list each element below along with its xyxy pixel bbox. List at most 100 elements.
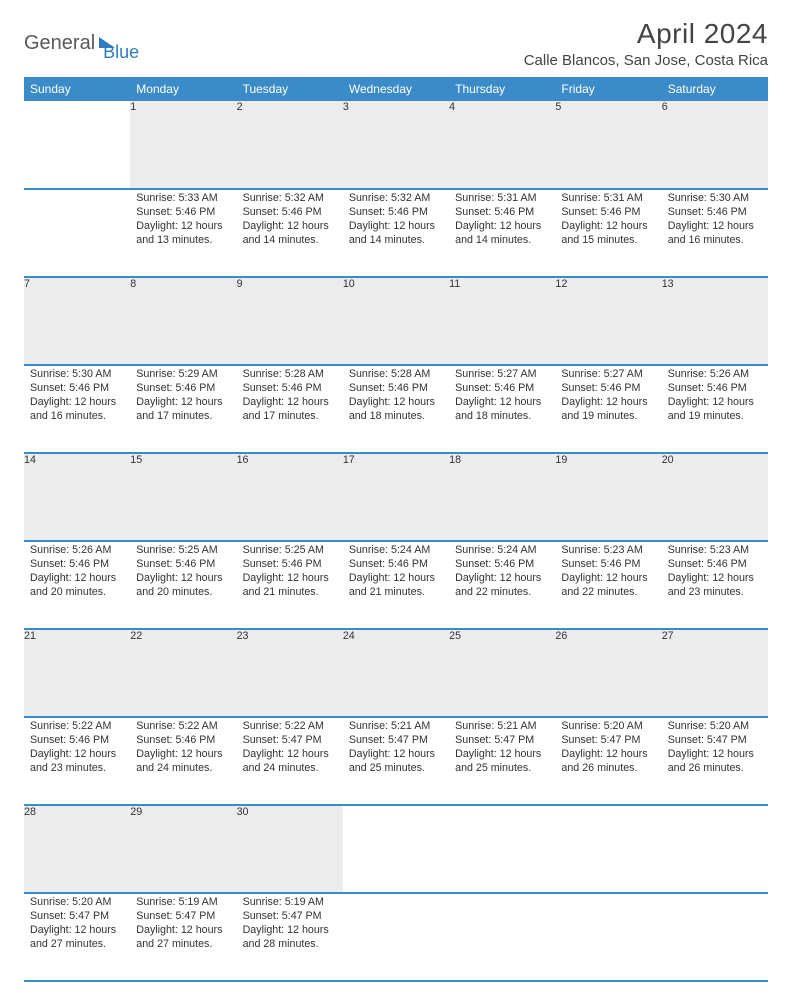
day-details: Sunrise: 5:27 AMSunset: 5:46 PMDaylight:… — [449, 366, 555, 428]
daylight-line: Daylight: 12 hours and 20 minutes. — [30, 572, 124, 600]
day-number: 28 — [24, 805, 130, 893]
daylight-line: Daylight: 12 hours and 18 minutes. — [455, 396, 549, 424]
day-number — [343, 805, 449, 893]
day-cell: Sunrise: 5:21 AMSunset: 5:47 PMDaylight:… — [449, 717, 555, 805]
daylight-line: Daylight: 12 hours and 25 minutes. — [455, 748, 549, 776]
day-cell: Sunrise: 5:20 AMSunset: 5:47 PMDaylight:… — [24, 893, 130, 981]
sunset-line: Sunset: 5:46 PM — [455, 382, 549, 396]
sunrise-line: Sunrise: 5:20 AM — [668, 720, 762, 734]
month-title: April 2024 — [524, 18, 768, 50]
sunrise-line: Sunrise: 5:31 AM — [455, 192, 549, 206]
day-cell: Sunrise: 5:32 AMSunset: 5:46 PMDaylight:… — [343, 189, 449, 277]
day-cell: Sunrise: 5:23 AMSunset: 5:46 PMDaylight:… — [555, 541, 661, 629]
sunset-line: Sunset: 5:46 PM — [136, 558, 230, 572]
sunrise-line: Sunrise: 5:31 AM — [561, 192, 655, 206]
day-cell: Sunrise: 5:22 AMSunset: 5:46 PMDaylight:… — [24, 717, 130, 805]
day-cell: Sunrise: 5:32 AMSunset: 5:46 PMDaylight:… — [237, 189, 343, 277]
logo-text-general: General — [24, 32, 95, 55]
sunset-line: Sunset: 5:47 PM — [243, 910, 337, 924]
day-number: 19 — [555, 453, 661, 541]
day-number: 21 — [24, 629, 130, 717]
day-cell: Sunrise: 5:30 AMSunset: 5:46 PMDaylight:… — [662, 189, 768, 277]
day-details: Sunrise: 5:33 AMSunset: 5:46 PMDaylight:… — [130, 190, 236, 252]
sunset-line: Sunset: 5:46 PM — [136, 382, 230, 396]
day-body-row: Sunrise: 5:22 AMSunset: 5:46 PMDaylight:… — [24, 717, 768, 805]
daylight-line: Daylight: 12 hours and 19 minutes. — [668, 396, 762, 424]
daylight-line: Daylight: 12 hours and 22 minutes. — [561, 572, 655, 600]
day-details: Sunrise: 5:23 AMSunset: 5:46 PMDaylight:… — [555, 542, 661, 604]
sunrise-line: Sunrise: 5:32 AM — [349, 192, 443, 206]
day-details: Sunrise: 5:28 AMSunset: 5:46 PMDaylight:… — [237, 366, 343, 428]
day-details: Sunrise: 5:24 AMSunset: 5:46 PMDaylight:… — [449, 542, 555, 604]
sunset-line: Sunset: 5:47 PM — [561, 734, 655, 748]
day-details: Sunrise: 5:26 AMSunset: 5:46 PMDaylight:… — [662, 366, 768, 428]
day-number: 2 — [237, 101, 343, 189]
sunset-line: Sunset: 5:46 PM — [455, 558, 549, 572]
day-cell: Sunrise: 5:25 AMSunset: 5:46 PMDaylight:… — [237, 541, 343, 629]
daylight-line: Daylight: 12 hours and 16 minutes. — [668, 220, 762, 248]
daylight-line: Daylight: 12 hours and 27 minutes. — [30, 924, 124, 952]
day-cell: Sunrise: 5:27 AMSunset: 5:46 PMDaylight:… — [555, 365, 661, 453]
weekday-header: Wednesday — [343, 77, 449, 101]
day-cell: Sunrise: 5:22 AMSunset: 5:47 PMDaylight:… — [237, 717, 343, 805]
day-number — [555, 805, 661, 893]
sunset-line: Sunset: 5:46 PM — [30, 558, 124, 572]
day-details: Sunrise: 5:22 AMSunset: 5:46 PMDaylight:… — [24, 718, 130, 780]
day-number: 25 — [449, 629, 555, 717]
title-block: April 2024 Calle Blancos, San Jose, Cost… — [524, 18, 768, 69]
sunset-line: Sunset: 5:46 PM — [136, 734, 230, 748]
day-number: 20 — [662, 453, 768, 541]
day-number: 8 — [130, 277, 236, 365]
sunset-line: Sunset: 5:46 PM — [561, 206, 655, 220]
day-number: 4 — [449, 101, 555, 189]
sunrise-line: Sunrise: 5:23 AM — [561, 544, 655, 558]
day-cell: Sunrise: 5:24 AMSunset: 5:46 PMDaylight:… — [449, 541, 555, 629]
day-details: Sunrise: 5:32 AMSunset: 5:46 PMDaylight:… — [343, 190, 449, 252]
day-number: 13 — [662, 277, 768, 365]
day-number: 27 — [662, 629, 768, 717]
day-number: 3 — [343, 101, 449, 189]
day-details: Sunrise: 5:22 AMSunset: 5:47 PMDaylight:… — [237, 718, 343, 780]
day-cell — [555, 893, 661, 981]
daylight-line: Daylight: 12 hours and 20 minutes. — [136, 572, 230, 600]
logo: General Blue — [24, 18, 139, 63]
day-number-row: 123456 — [24, 101, 768, 189]
day-number: 16 — [237, 453, 343, 541]
sunset-line: Sunset: 5:47 PM — [668, 734, 762, 748]
day-details: Sunrise: 5:25 AMSunset: 5:46 PMDaylight:… — [237, 542, 343, 604]
sunset-line: Sunset: 5:46 PM — [243, 382, 337, 396]
day-number: 11 — [449, 277, 555, 365]
daylight-line: Daylight: 12 hours and 25 minutes. — [349, 748, 443, 776]
sunset-line: Sunset: 5:46 PM — [30, 382, 124, 396]
day-cell: Sunrise: 5:22 AMSunset: 5:46 PMDaylight:… — [130, 717, 236, 805]
sunset-line: Sunset: 5:46 PM — [349, 382, 443, 396]
daylight-line: Daylight: 12 hours and 18 minutes. — [349, 396, 443, 424]
day-details: Sunrise: 5:32 AMSunset: 5:46 PMDaylight:… — [237, 190, 343, 252]
day-details: Sunrise: 5:28 AMSunset: 5:46 PMDaylight:… — [343, 366, 449, 428]
logo-text-blue: Blue — [103, 42, 139, 63]
day-cell: Sunrise: 5:23 AMSunset: 5:46 PMDaylight:… — [662, 541, 768, 629]
day-number — [662, 805, 768, 893]
sunrise-line: Sunrise: 5:21 AM — [455, 720, 549, 734]
daylight-line: Daylight: 12 hours and 26 minutes. — [668, 748, 762, 776]
day-number: 29 — [130, 805, 236, 893]
day-cell: Sunrise: 5:28 AMSunset: 5:46 PMDaylight:… — [237, 365, 343, 453]
sunrise-line: Sunrise: 5:32 AM — [243, 192, 337, 206]
day-details: Sunrise: 5:31 AMSunset: 5:46 PMDaylight:… — [555, 190, 661, 252]
daylight-line: Daylight: 12 hours and 27 minutes. — [136, 924, 230, 952]
day-cell — [343, 893, 449, 981]
sunset-line: Sunset: 5:46 PM — [243, 206, 337, 220]
day-body-row: Sunrise: 5:26 AMSunset: 5:46 PMDaylight:… — [24, 541, 768, 629]
day-body-row: Sunrise: 5:30 AMSunset: 5:46 PMDaylight:… — [24, 365, 768, 453]
day-cell: Sunrise: 5:25 AMSunset: 5:46 PMDaylight:… — [130, 541, 236, 629]
day-details: Sunrise: 5:20 AMSunset: 5:47 PMDaylight:… — [662, 718, 768, 780]
sunset-line: Sunset: 5:46 PM — [561, 382, 655, 396]
day-number: 22 — [130, 629, 236, 717]
daylight-line: Daylight: 12 hours and 21 minutes. — [349, 572, 443, 600]
day-number: 17 — [343, 453, 449, 541]
day-cell: Sunrise: 5:24 AMSunset: 5:46 PMDaylight:… — [343, 541, 449, 629]
daylight-line: Daylight: 12 hours and 23 minutes. — [30, 748, 124, 776]
sunrise-line: Sunrise: 5:20 AM — [561, 720, 655, 734]
day-number-row: 78910111213 — [24, 277, 768, 365]
sunset-line: Sunset: 5:46 PM — [349, 558, 443, 572]
